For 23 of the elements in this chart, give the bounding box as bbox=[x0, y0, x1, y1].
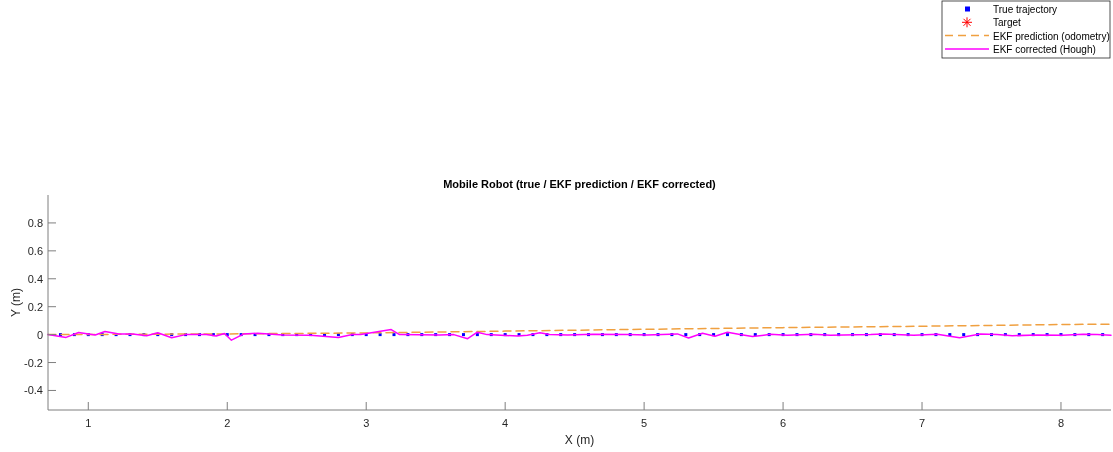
x-tick-label: 7 bbox=[918, 417, 926, 429]
legend-label: EKF prediction (odometry) bbox=[993, 30, 1110, 42]
y-tick-label: 0.4 bbox=[27, 272, 43, 285]
x-tick-label: 3 bbox=[363, 417, 370, 429]
x-axis-title: X (m) bbox=[564, 433, 595, 447]
legend-label: EKF corrected (Hough) bbox=[993, 43, 1096, 55]
y-tick-label: 0 bbox=[36, 328, 43, 341]
y-tick-label: -0.2 bbox=[24, 356, 43, 369]
y-axis-title: Y (m) bbox=[9, 287, 23, 318]
y-tick-label: 0.6 bbox=[27, 244, 43, 257]
x-tick-label: 4 bbox=[502, 417, 509, 429]
x-tick-label: 1 bbox=[85, 417, 92, 429]
x-tick-label: 6 bbox=[780, 417, 787, 429]
legend-label: True trajectory bbox=[993, 4, 1058, 15]
x-tick-label: 5 bbox=[641, 417, 648, 429]
x-tick-label: 2 bbox=[224, 417, 231, 429]
legend-label: Target bbox=[993, 17, 1022, 29]
y-tick-label: 0.8 bbox=[27, 216, 43, 229]
line-series bbox=[47, 328, 1112, 341]
y-tick-label: -0.4 bbox=[24, 384, 43, 397]
y-tick-label: 0.2 bbox=[27, 300, 43, 313]
chart-title: Mobile Robot (true / EKF prediction / EKF corrected) bbox=[443, 178, 717, 190]
x-tick-label: 8 bbox=[1057, 417, 1065, 429]
